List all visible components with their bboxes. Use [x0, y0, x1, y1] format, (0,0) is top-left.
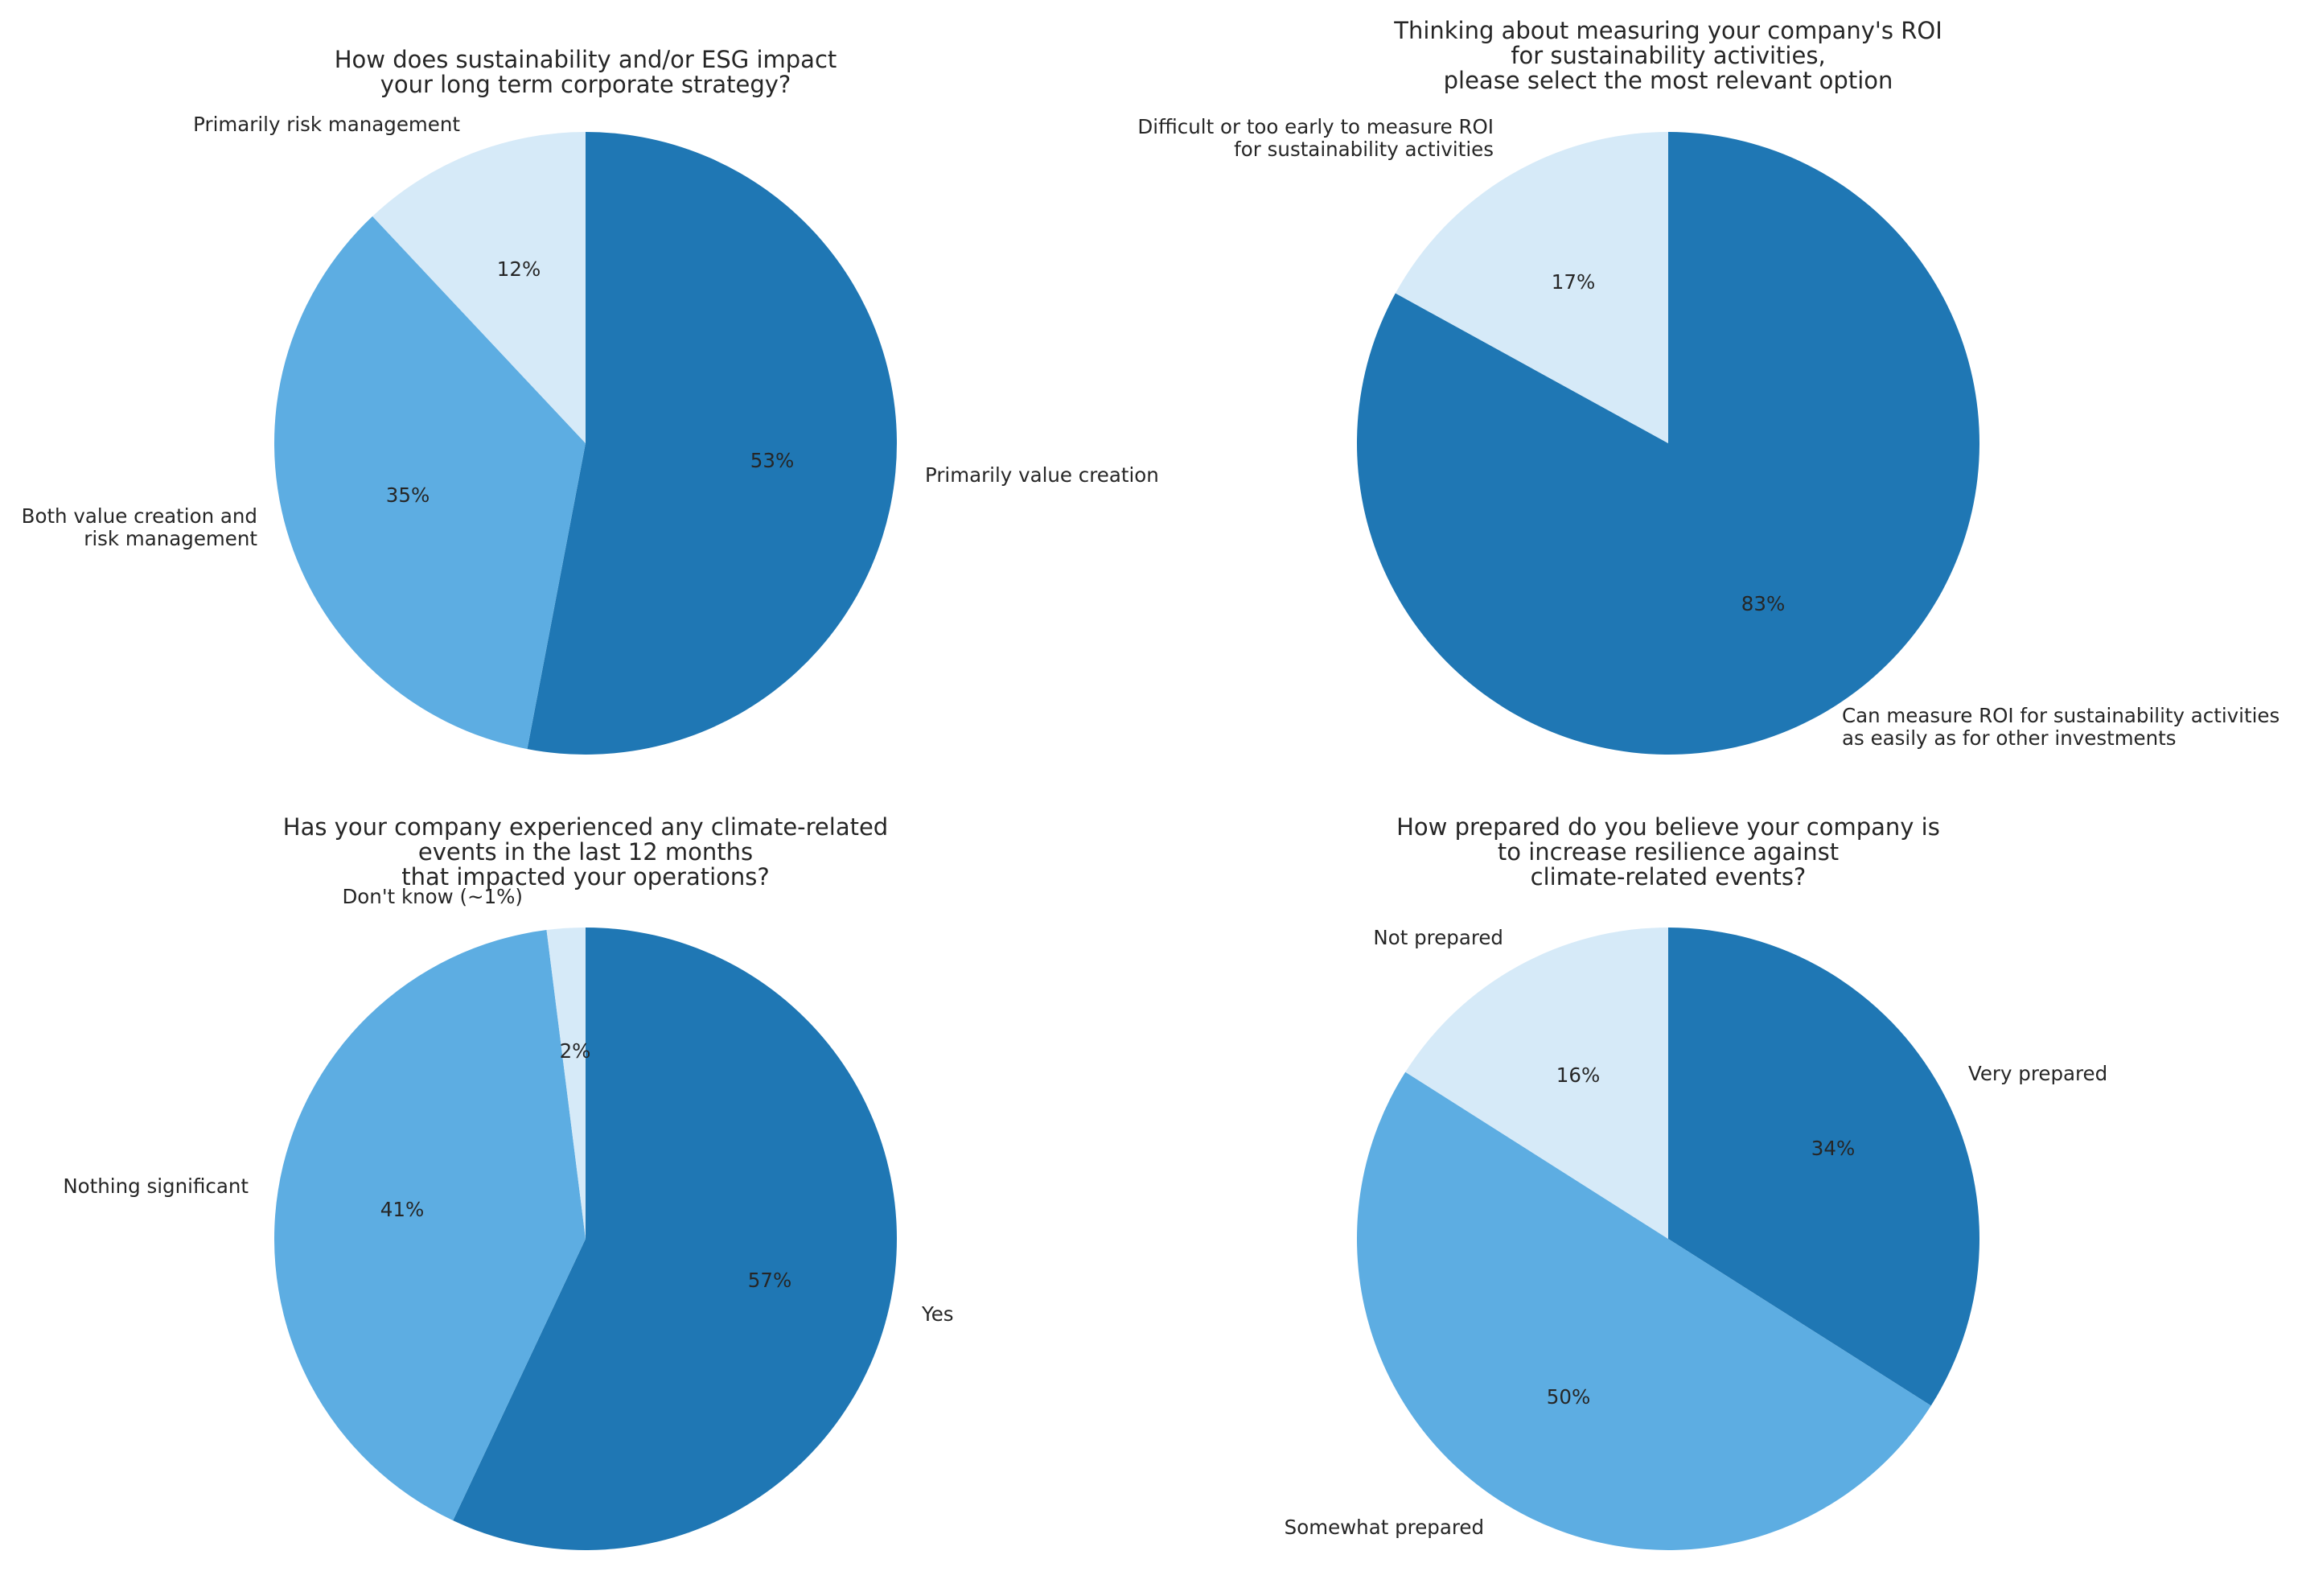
pie-slice	[1405, 928, 1668, 1239]
pie-title: Has your company experienced any climate…	[283, 813, 888, 841]
pie-slice	[1668, 928, 1980, 1406]
pie-slice	[453, 928, 897, 1550]
slice-category-label: Don't know (~1%)	[342, 885, 523, 908]
slice-category-label: risk management	[84, 527, 257, 550]
pie-title: How prepared do you believe your company…	[1396, 813, 1940, 841]
slice-category-label: Yes	[921, 1302, 954, 1326]
slice-percent-label: 50%	[1547, 1385, 1590, 1409]
pie-slice	[527, 132, 898, 755]
slice-percent-label: 53%	[750, 449, 794, 472]
slice-percent-label: 57%	[748, 1269, 791, 1292]
pie-title: to increase resilience against	[1498, 838, 1839, 866]
slice-percent-label: 17%	[1552, 270, 1595, 294]
pie-panel-4: How prepared do you believe your company…	[1285, 813, 2107, 1550]
slice-category-label: Primarily risk management	[193, 113, 460, 136]
pie-title: please select the most relevant option	[1444, 67, 1893, 94]
pie-slice	[1356, 132, 1979, 755]
slice-percent-label: 41%	[380, 1198, 424, 1221]
slice-category-label: Primarily value creation	[925, 463, 1159, 487]
slice-category-label: Very prepared	[1968, 1062, 2107, 1085]
slice-category-label: Somewhat prepared	[1285, 1516, 1484, 1539]
pie-panel-2: Thinking about measuring your company's …	[1137, 17, 2280, 755]
pie-title: for sustainability activities,	[1511, 42, 1825, 69]
pie-title: Thinking about measuring your company's …	[1393, 17, 1942, 44]
slice-category-label: Nothing significant	[63, 1174, 249, 1198]
slice-percent-label: 16%	[1556, 1063, 1600, 1087]
slice-category-label: Both value creation and	[22, 504, 257, 528]
pie-slice	[1395, 132, 1668, 443]
slice-category-label: Not prepared	[1373, 926, 1503, 949]
pie-slice	[372, 132, 586, 443]
pie-title: that impacted your operations?	[401, 863, 770, 891]
slice-category-label: Difficult or too early to measure ROI	[1137, 115, 1494, 138]
pie-slice	[274, 930, 586, 1521]
slice-percent-label: 34%	[1811, 1137, 1855, 1160]
slice-percent-label: 83%	[1741, 592, 1785, 615]
slice-category-label: as easily as for other investments	[1842, 726, 2177, 750]
pie-slice	[546, 928, 586, 1239]
pie-slice	[1357, 1072, 1931, 1550]
slice-category-label: Can measure ROI for sustainability activ…	[1842, 704, 2280, 727]
pie-title: events in the last 12 months	[418, 838, 753, 866]
slice-category-label: for sustainability activities	[1234, 138, 1494, 161]
pie-title: climate-related events?	[1531, 863, 1807, 891]
pie-slice	[273, 216, 586, 750]
slice-percent-label: 2%	[560, 1039, 591, 1063]
slice-percent-label: 12%	[497, 257, 541, 281]
pie-panel-3: Has your company experienced any climate…	[63, 813, 954, 1550]
pie-title: How does sustainability and/or ESG impac…	[335, 46, 837, 73]
pie-title: your long term corporate strategy?	[380, 71, 791, 98]
pie-panel-1: How does sustainability and/or ESG impac…	[22, 46, 1159, 755]
slice-percent-label: 35%	[386, 483, 430, 507]
